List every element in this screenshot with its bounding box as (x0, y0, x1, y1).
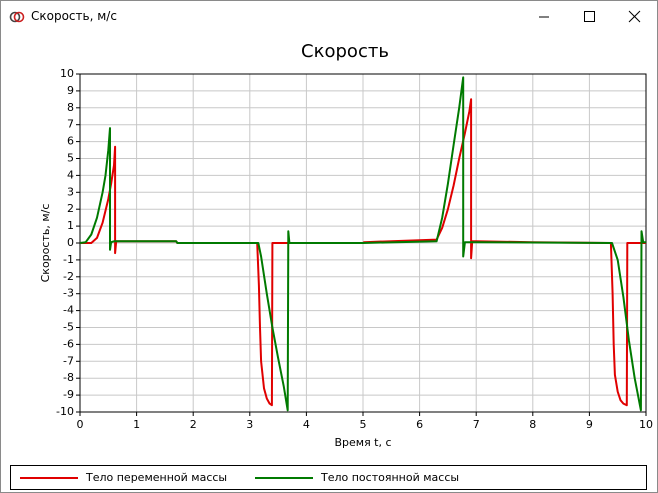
x-tick-label: 4 (303, 418, 310, 431)
y-tick-label: 4 (67, 168, 74, 181)
title-bar: Скорость, м/с (1, 1, 657, 32)
y-tick-label: 5 (67, 152, 74, 165)
legend-label: Тело постоянной массы (320, 471, 459, 484)
y-tick-label: -2 (63, 270, 74, 283)
x-tick-label: 10 (639, 418, 653, 431)
y-tick-label: 0 (67, 236, 74, 249)
y-tick-label: -1 (63, 253, 74, 266)
x-tick-label: 7 (473, 418, 480, 431)
y-axis-label: Скорость, м/с (39, 204, 52, 283)
y-tick-label: 1 (67, 219, 74, 232)
window-title: Скорость, м/с (31, 9, 117, 23)
x-tick-label: 8 (529, 418, 536, 431)
x-axis-label: Время t, с (334, 436, 391, 449)
y-tick-label: -4 (63, 304, 74, 317)
x-tick-label: 2 (190, 418, 197, 431)
y-tick-label: 7 (67, 118, 74, 131)
close-button[interactable] (628, 10, 641, 23)
x-tick-label: 0 (77, 418, 84, 431)
x-tick-label: 3 (246, 418, 253, 431)
legend (10, 465, 647, 490)
y-tick-label: 9 (67, 84, 74, 97)
y-tick-label: -3 (63, 287, 74, 300)
y-tick-label: -8 (63, 371, 74, 384)
chart-title: Скорость (301, 41, 389, 62)
y-tick-label: -9 (63, 388, 74, 401)
chart: Скорость Время t, с Скорость, м/с 0 1 2 3 4 5… (10, 41, 653, 490)
y-tick-label: -5 (63, 321, 74, 334)
y-tick-label: -10 (56, 405, 74, 418)
y-tick-label: 6 (67, 135, 74, 148)
app-icon (9, 11, 25, 23)
x-tick-label: 1 (133, 418, 140, 431)
x-tick-label: 9 (586, 418, 593, 431)
legend-label: Тело переменной массы (85, 471, 227, 484)
maximize-button[interactable] (584, 11, 595, 22)
series-line (79, 76, 646, 412)
x-tick-label: 6 (416, 418, 423, 431)
y-tick-label: -6 (63, 337, 74, 350)
y-tick-label: -7 (63, 354, 74, 367)
y-tick-label: 10 (60, 67, 74, 80)
y-tick-label: 8 (67, 101, 74, 114)
x-tick-label: 5 (360, 418, 367, 431)
y-tick-label: 3 (67, 185, 74, 198)
window-controls (539, 10, 641, 23)
y-tick-label: 2 (67, 202, 74, 215)
